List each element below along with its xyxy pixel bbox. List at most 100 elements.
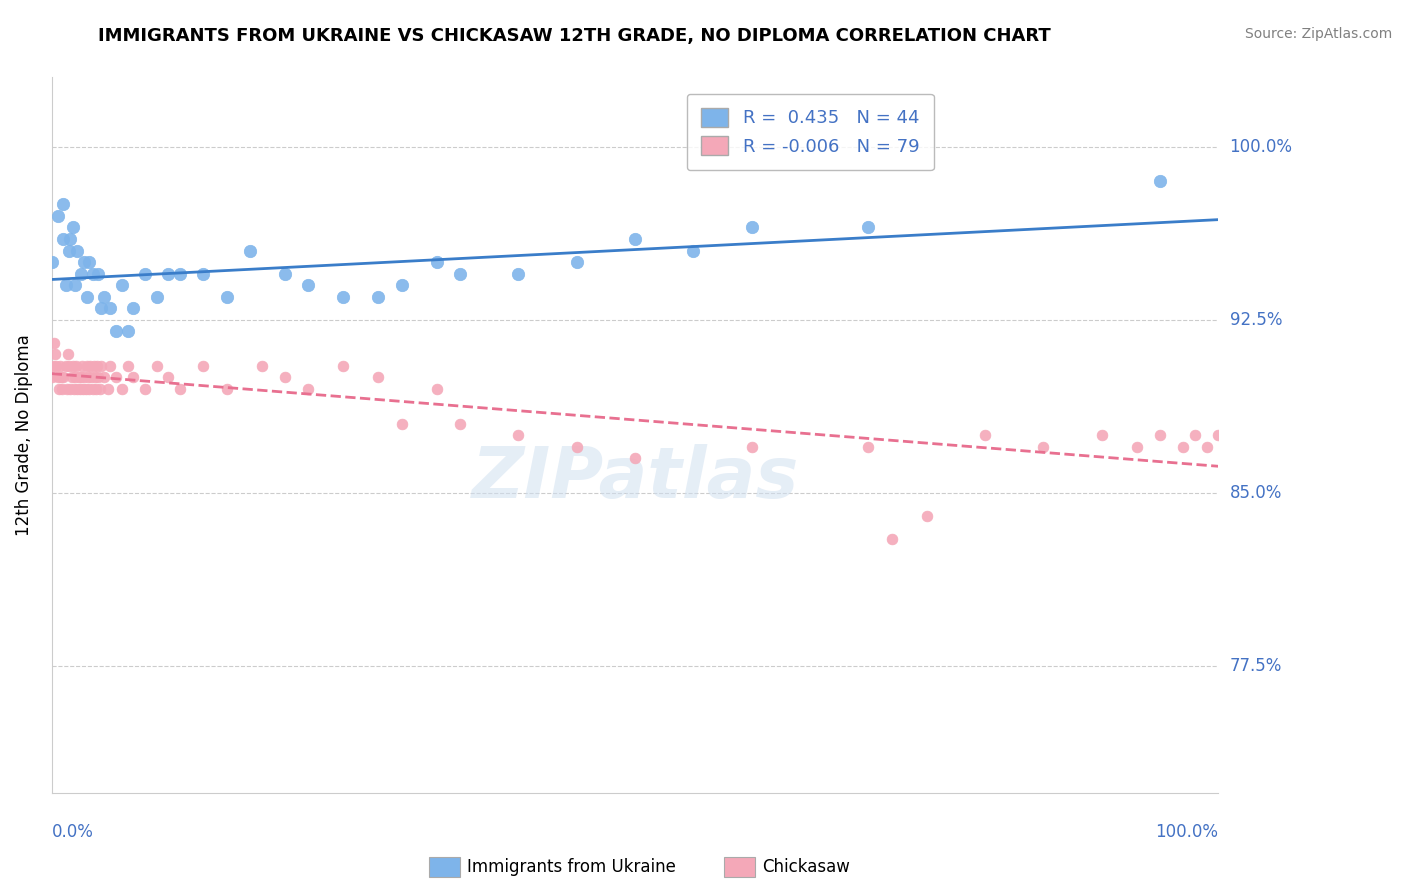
Point xyxy=(63,382,86,396)
Bar xyxy=(724,857,755,877)
Point xyxy=(1149,428,1171,442)
Point xyxy=(215,290,238,304)
Point xyxy=(391,278,413,293)
Point xyxy=(55,359,77,373)
Point xyxy=(42,335,65,350)
Point xyxy=(41,370,63,384)
Point xyxy=(98,359,121,373)
Point xyxy=(169,267,191,281)
Point xyxy=(426,255,449,269)
Point xyxy=(193,267,215,281)
Point xyxy=(117,324,139,338)
Point xyxy=(41,255,63,269)
Point xyxy=(297,382,319,396)
Point xyxy=(297,278,319,293)
Text: 92.5%: 92.5% xyxy=(1230,310,1282,329)
Text: 0.0%: 0.0% xyxy=(52,823,94,841)
Point xyxy=(367,370,389,384)
Point xyxy=(76,290,98,304)
Point xyxy=(52,232,75,246)
Point xyxy=(169,382,191,396)
Point xyxy=(82,267,104,281)
Point xyxy=(880,532,903,546)
Point xyxy=(111,278,134,293)
Point xyxy=(67,370,90,384)
Point xyxy=(915,508,938,523)
Text: 77.5%: 77.5% xyxy=(1230,657,1282,675)
Point xyxy=(58,359,80,373)
Point xyxy=(77,382,100,396)
Point xyxy=(508,267,530,281)
Point xyxy=(87,370,110,384)
Point xyxy=(134,267,156,281)
Point xyxy=(1184,428,1206,442)
Point xyxy=(104,324,127,338)
Point xyxy=(193,359,215,373)
Point xyxy=(63,278,86,293)
Point xyxy=(104,370,127,384)
Point xyxy=(426,382,449,396)
Point xyxy=(391,417,413,431)
Point xyxy=(84,382,107,396)
Point xyxy=(682,244,704,258)
Point xyxy=(90,359,112,373)
Point xyxy=(858,220,880,235)
Point xyxy=(974,428,997,442)
Point xyxy=(741,220,763,235)
Point xyxy=(93,290,115,304)
Point xyxy=(1149,174,1171,188)
Point xyxy=(66,382,89,396)
Point xyxy=(565,255,588,269)
Point xyxy=(1195,440,1218,454)
Point xyxy=(1126,440,1149,454)
Point xyxy=(52,197,75,211)
Legend: R =  0.435   N = 44, R = -0.006   N = 79: R = 0.435 N = 44, R = -0.006 N = 79 xyxy=(686,94,934,170)
Text: Immigrants from Ukraine: Immigrants from Ukraine xyxy=(467,858,676,876)
Point xyxy=(80,370,103,384)
Point xyxy=(89,382,111,396)
Point xyxy=(49,370,72,384)
Point xyxy=(624,232,647,246)
Text: 85.0%: 85.0% xyxy=(1230,483,1282,502)
Point xyxy=(45,359,67,373)
Point xyxy=(508,428,530,442)
Point xyxy=(250,359,273,373)
Point xyxy=(75,382,97,396)
Point xyxy=(1032,440,1054,454)
Point xyxy=(122,370,145,384)
Text: 100.0%: 100.0% xyxy=(1230,137,1292,156)
Point xyxy=(86,359,108,373)
Point xyxy=(46,209,69,223)
Text: Chickasaw: Chickasaw xyxy=(762,858,849,876)
Point xyxy=(62,359,84,373)
Point xyxy=(69,382,91,396)
Point xyxy=(111,382,134,396)
Point xyxy=(858,440,880,454)
Point xyxy=(134,382,156,396)
Point xyxy=(93,370,115,384)
Point xyxy=(52,370,75,384)
Point xyxy=(70,370,93,384)
Bar xyxy=(429,857,460,877)
Point xyxy=(122,301,145,316)
Point xyxy=(70,359,93,373)
Point xyxy=(1173,440,1195,454)
Point xyxy=(565,440,588,454)
Point xyxy=(72,382,94,396)
Point xyxy=(215,382,238,396)
Point xyxy=(449,417,471,431)
Text: Source: ZipAtlas.com: Source: ZipAtlas.com xyxy=(1244,27,1392,41)
Point xyxy=(73,255,96,269)
Point xyxy=(65,359,87,373)
Point xyxy=(87,267,110,281)
Point xyxy=(70,267,93,281)
Point xyxy=(66,244,89,258)
Point xyxy=(624,451,647,466)
Point xyxy=(98,301,121,316)
Point xyxy=(157,370,180,384)
Text: IMMIGRANTS FROM UKRAINE VS CHICKASAW 12TH GRADE, NO DIPLOMA CORRELATION CHART: IMMIGRANTS FROM UKRAINE VS CHICKASAW 12T… xyxy=(98,27,1052,45)
Point xyxy=(332,359,354,373)
Y-axis label: 12th Grade, No Diploma: 12th Grade, No Diploma xyxy=(15,334,32,536)
Point xyxy=(59,232,82,246)
Point xyxy=(49,359,72,373)
